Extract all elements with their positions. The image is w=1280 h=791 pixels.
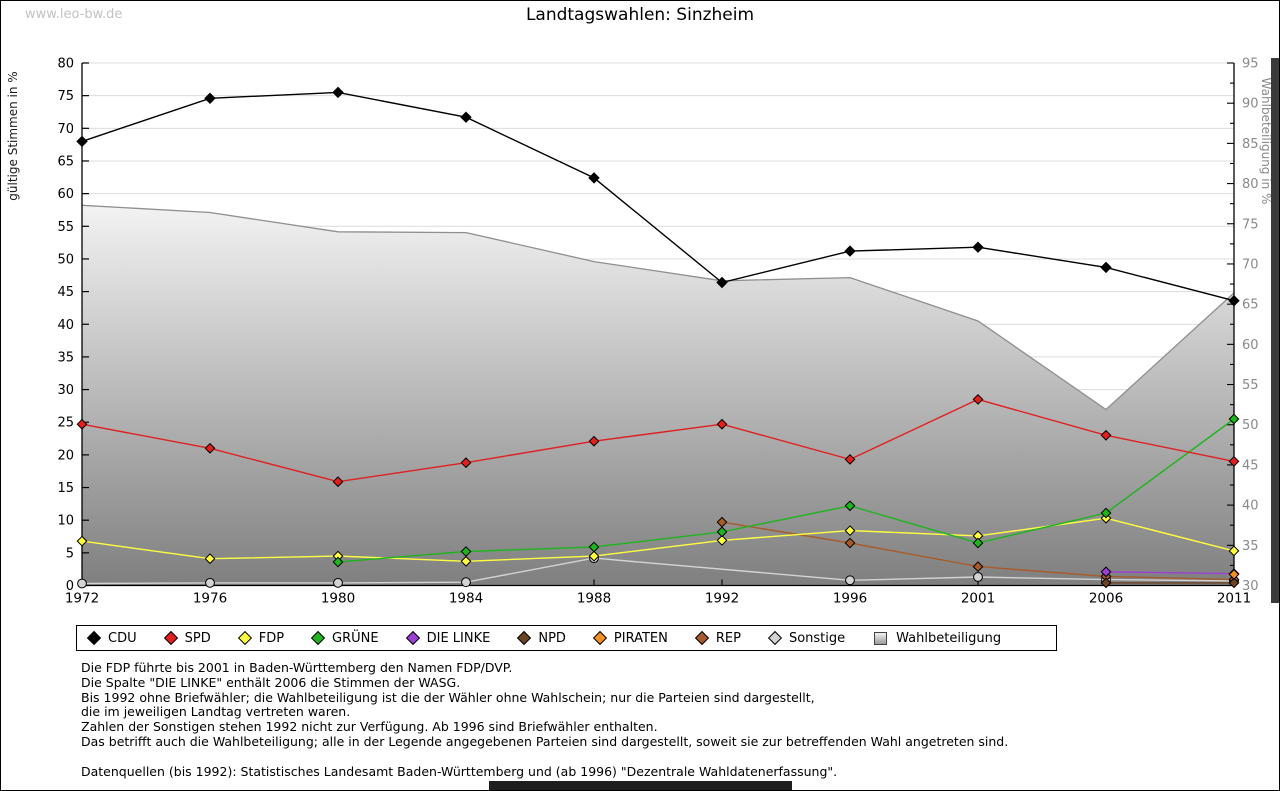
legend-label: PIRATEN bbox=[613, 630, 668, 646]
svg-text:30: 30 bbox=[57, 383, 74, 398]
legend-item-piraten: PIRATEN bbox=[592, 630, 668, 646]
legend-label: NPD bbox=[538, 630, 566, 646]
legend-item-wahlbeteiligung: Wahlbeteiligung bbox=[872, 631, 1001, 646]
svg-text:40: 40 bbox=[1242, 499, 1259, 514]
svg-text:30: 30 bbox=[1242, 579, 1259, 594]
svg-text:80: 80 bbox=[1242, 177, 1259, 192]
svg-text:gültige Stimmen in %: gültige Stimmen in % bbox=[6, 71, 20, 200]
footnote-line: Datenquellen (bis 1992): Statistisches L… bbox=[81, 763, 838, 779]
svg-text:2006: 2006 bbox=[1089, 591, 1123, 607]
svg-text:75: 75 bbox=[57, 89, 74, 104]
legend-label: CDU bbox=[108, 630, 137, 646]
svg-text:20: 20 bbox=[57, 448, 74, 463]
legend-item-sonstige: Sonstige bbox=[767, 630, 846, 646]
footnote-line: Das betrifft auch die Wahlbeteiligung; a… bbox=[81, 733, 1009, 749]
svg-text:15: 15 bbox=[57, 481, 74, 496]
svg-text:2011: 2011 bbox=[1217, 591, 1251, 607]
svg-text:25: 25 bbox=[57, 416, 74, 431]
svg-text:65: 65 bbox=[57, 154, 74, 169]
svg-text:1984: 1984 bbox=[449, 591, 483, 607]
svg-text:55: 55 bbox=[1242, 378, 1259, 393]
svg-text:10: 10 bbox=[57, 514, 74, 529]
legend-label: Wahlbeteiligung bbox=[896, 630, 1002, 646]
chart-legend: CDU SPD FDP GRÜNE DIE LINKE NPD PIRATEN REP Sons… bbox=[76, 625, 1057, 651]
footnote-line: die im jeweiligen Landtag vertreten ware… bbox=[81, 704, 351, 720]
footnote-line: Die FDP führte bis 2001 in Baden-Württem… bbox=[81, 660, 513, 675]
footnote-line: Zahlen der Sonstigen stehen 1992 nicht z… bbox=[81, 719, 658, 735]
footnote-line: Bis 1992 ohne Briefwähler; die Wahlbetei… bbox=[81, 689, 815, 705]
svg-text:65: 65 bbox=[1242, 298, 1259, 313]
legend-marker-icon bbox=[592, 630, 607, 646]
svg-text:50: 50 bbox=[57, 252, 74, 267]
legend-item-cdu: CDU bbox=[86, 630, 137, 646]
legend-marker-icon bbox=[405, 630, 420, 646]
legend-marker-icon bbox=[694, 630, 709, 646]
svg-text:70: 70 bbox=[57, 122, 74, 137]
svg-text:40: 40 bbox=[57, 318, 74, 333]
legend-label: Sonstige bbox=[788, 630, 846, 646]
legend-item-fdp: FDP bbox=[237, 630, 285, 646]
legend-item-spd: SPD bbox=[163, 630, 211, 646]
legend-label: SPD bbox=[184, 630, 211, 646]
legend-label: REP bbox=[715, 630, 741, 646]
svg-text:85: 85 bbox=[1242, 137, 1259, 152]
svg-text:5: 5 bbox=[66, 546, 74, 561]
svg-text:60: 60 bbox=[1242, 338, 1259, 353]
svg-text:0: 0 bbox=[66, 579, 74, 594]
svg-text:55: 55 bbox=[57, 220, 74, 235]
svg-text:1972: 1972 bbox=[65, 591, 99, 607]
svg-text:80: 80 bbox=[57, 57, 74, 72]
svg-text:Wahlbeteiligung in %: Wahlbeteiligung in % bbox=[1259, 78, 1273, 205]
right-edge-strip bbox=[1271, 58, 1279, 603]
svg-text:35: 35 bbox=[57, 350, 74, 365]
footnotes-block: Die FDP führte bis 2001 in Baden-Württem… bbox=[81, 660, 1009, 779]
page-title: Landtagswahlen: Sinzheim bbox=[525, 5, 755, 25]
svg-text:1996: 1996 bbox=[833, 591, 867, 607]
svg-text:60: 60 bbox=[57, 187, 74, 202]
legend-marker-icon bbox=[310, 630, 326, 646]
svg-text:95: 95 bbox=[1242, 57, 1259, 72]
svg-text:1976: 1976 bbox=[193, 591, 227, 607]
svg-text:45: 45 bbox=[1242, 458, 1259, 473]
svg-text:70: 70 bbox=[1242, 257, 1259, 272]
watermark-leo-bw: www.leo-bw.de bbox=[25, 7, 123, 22]
legend-item-rep: REP bbox=[694, 630, 741, 646]
legend-marker-icon bbox=[237, 630, 252, 646]
svg-text:2001: 2001 bbox=[961, 591, 995, 607]
bottom-dark-bar bbox=[489, 781, 792, 790]
legend-label: FDP bbox=[258, 630, 285, 646]
legend-marker-icon bbox=[517, 630, 532, 646]
legend-area-marker-icon bbox=[874, 631, 888, 645]
election-line-chart: 0 5 10 15 20 25 30 35 40 45 50 55 60 65 70 75 80 30 35 40 45… bbox=[6, 57, 1273, 607]
footnote-line: Die Spalte "DIE LINKE" enthält 2006 die … bbox=[81, 674, 461, 690]
svg-text:35: 35 bbox=[1242, 539, 1259, 554]
legend-marker-icon bbox=[163, 630, 178, 646]
svg-text:1988: 1988 bbox=[577, 591, 611, 607]
svg-text:50: 50 bbox=[1242, 418, 1259, 433]
svg-text:75: 75 bbox=[1242, 217, 1259, 232]
svg-text:1992: 1992 bbox=[705, 591, 739, 607]
svg-text:90: 90 bbox=[1242, 97, 1259, 112]
legend-item-npd: NPD bbox=[517, 631, 566, 646]
footnote-spacer bbox=[81, 750, 1008, 765]
svg-text:45: 45 bbox=[57, 285, 74, 300]
svg-text:1980: 1980 bbox=[321, 591, 355, 607]
legend-marker-icon bbox=[767, 630, 783, 646]
legend-marker-icon bbox=[86, 630, 102, 646]
legend-label: GRÜNE bbox=[332, 630, 379, 646]
legend-item-die-linke: DIE LINKE bbox=[405, 630, 491, 646]
legend-item-grüne: GRÜNE bbox=[310, 630, 379, 646]
legend-label: DIE LINKE bbox=[426, 630, 491, 646]
